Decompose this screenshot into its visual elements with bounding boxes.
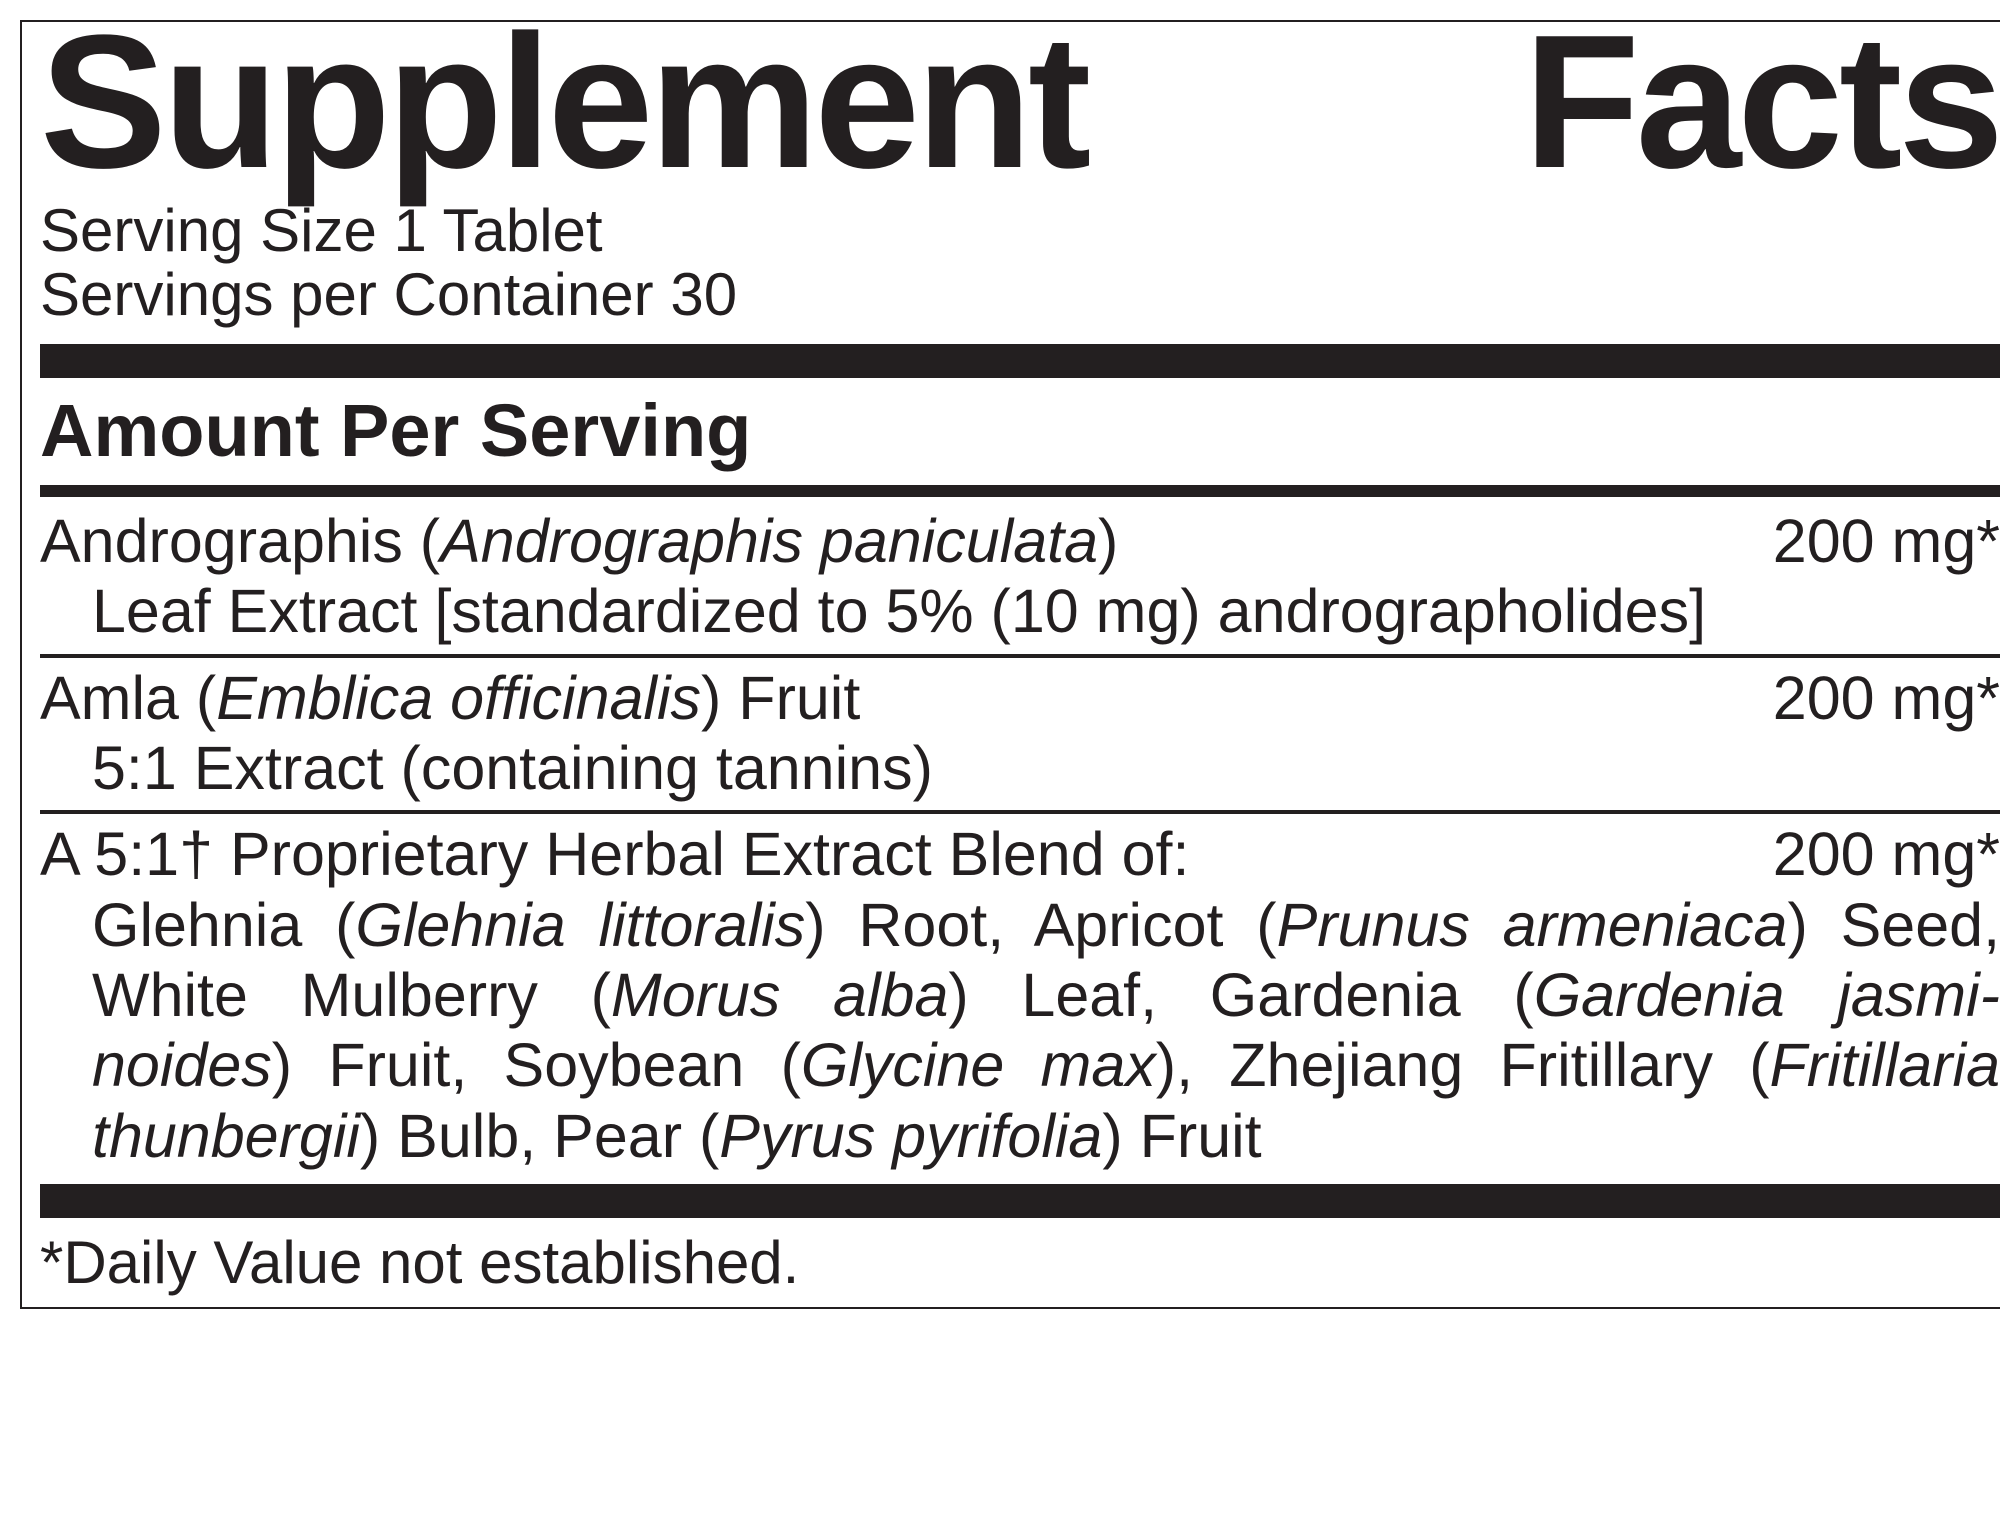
ingredient-sub: Leaf Extract [standardized to 5% (10 mg)… xyxy=(40,577,2000,645)
divider-thin xyxy=(40,654,2000,658)
blend-line: thunbergii) Bulb, Pear (Pyrus pyrifolia)… xyxy=(40,1102,2000,1170)
blend-row: A 5:1† Proprietary Herbal Extract Blend … xyxy=(40,820,2000,888)
blend-line: noides) Fruit, Soybean (Glycine max), Zh… xyxy=(40,1031,2000,1099)
ingredient-row: Amla (Emblica officinalis) Fruit 200 mg* xyxy=(40,664,2000,732)
amount-per-serving-header: Amount Per Serving xyxy=(40,388,2000,473)
panel-title: Supplement Facts xyxy=(40,12,2000,193)
blend-header: A 5:1† Proprietary Herbal Extract Blend … xyxy=(40,820,1189,888)
ingredient-name: Andrographis (Andrographis paniculata) xyxy=(40,507,1118,575)
ingredient-amount: 200 mg* xyxy=(1753,664,2000,732)
blend-line: White Mulberry (Morus alba) Leaf, Garden… xyxy=(40,961,2000,1029)
ingredient-name: Amla (Emblica officinalis) Fruit xyxy=(40,664,860,732)
blend-line: Glehnia (Glehnia littoralis) Root, Apric… xyxy=(40,891,2000,959)
serving-size: Serving Size 1 Tablet xyxy=(40,199,2000,264)
ingredient-sub: 5:1 Extract (containing tannins) xyxy=(40,734,2000,802)
divider-thin xyxy=(40,810,2000,814)
title-word-1: Supplement xyxy=(40,12,1087,193)
serving-info: Serving Size 1 Tablet Servings per Conta… xyxy=(40,199,2000,329)
blend-amount: 200 mg* xyxy=(1753,820,2000,888)
title-word-2: Facts xyxy=(1524,12,2000,193)
ingredient-row: Andrographis (Andrographis paniculata) 2… xyxy=(40,507,2000,575)
footnote: *Daily Value not established. xyxy=(40,1228,2000,1297)
divider-medium xyxy=(40,485,2000,497)
divider-thick xyxy=(40,1184,2000,1218)
ingredient-amount: 200 mg* xyxy=(1753,507,2000,575)
supplement-facts-panel: Supplement Facts Serving Size 1 Tablet S… xyxy=(20,20,2000,1309)
divider-thick xyxy=(40,344,2000,378)
servings-per-container: Servings per Container 30 xyxy=(40,263,2000,328)
